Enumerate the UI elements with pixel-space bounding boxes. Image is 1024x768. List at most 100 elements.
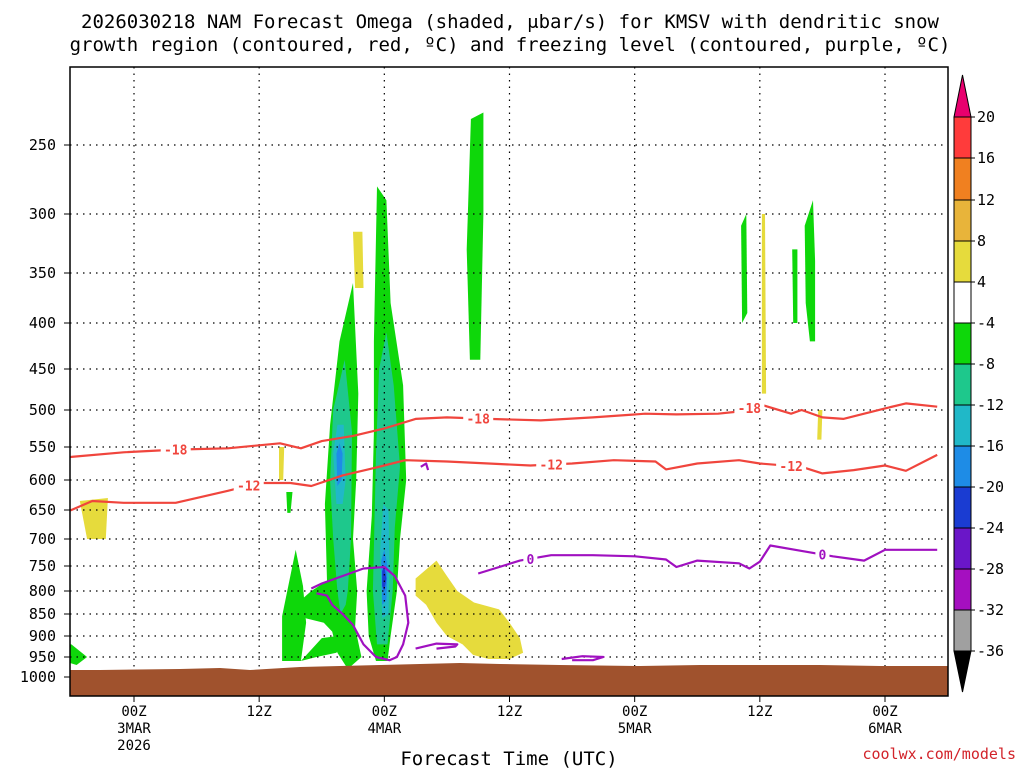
- colorbar-band: [953, 527, 972, 570]
- x-tick-label: 00Z: [121, 704, 146, 720]
- contour-label-bg: [463, 411, 494, 426]
- contour-label-bg: [523, 551, 538, 566]
- x-tick-label: 12Z: [497, 704, 522, 720]
- credit-text: coolwx.com/models: [862, 745, 1016, 763]
- colorbar: 20 16 12 8 4 -4 -8 -12 -16 -20 -24 -28 -32 -36: [953, 74, 1004, 693]
- colorbar-label: -36: [977, 642, 1004, 660]
- colorbar-band: [953, 281, 972, 324]
- x-axis-title: Forecast Time (UTC): [400, 748, 617, 768]
- colorbar-label: -28: [977, 560, 1004, 578]
- colorbar-label: -24: [977, 519, 1004, 537]
- colorbar-label: -16: [977, 437, 1004, 455]
- y-tick-label: 500: [29, 401, 56, 419]
- x-tick-label: 2026: [117, 738, 151, 754]
- colorbar-label: 8: [977, 232, 986, 250]
- colorbar-band: [953, 116, 972, 159]
- contour-line: [70, 402, 938, 459]
- contour-line: [477, 544, 938, 575]
- contour-line: [70, 453, 938, 512]
- omega-area: [466, 112, 484, 360]
- y-tick-label: 250: [29, 136, 56, 154]
- colorbar-label: 4: [977, 273, 986, 291]
- contour-label: -18: [164, 444, 188, 459]
- omega-area: [353, 231, 364, 288]
- contour-line: [561, 655, 605, 662]
- x-tick-label: 3MAR: [117, 721, 151, 737]
- omega-area: [792, 249, 798, 323]
- x-tick-label: 00Z: [622, 704, 647, 720]
- y-tick-label: 750: [29, 557, 56, 575]
- contour-label-bg: [233, 478, 264, 493]
- colorbar-label: -12: [977, 396, 1004, 414]
- colorbar-label: -32: [977, 601, 1004, 619]
- colorbar-under-triangle: [953, 650, 972, 693]
- contour-label: -12: [237, 480, 260, 495]
- y-tick-label: 1000: [20, 668, 56, 686]
- contour-line: [420, 462, 430, 471]
- contour-label: -18: [466, 413, 490, 428]
- x-tick-label: 00Z: [872, 704, 897, 720]
- contour-label: 0: [526, 553, 534, 568]
- x-tick-label: 6MAR: [868, 721, 902, 737]
- contour-line: [415, 642, 459, 650]
- y-tick-label: 300: [29, 205, 56, 223]
- colorbar-label: -8: [977, 355, 995, 373]
- contour-label-bg: [815, 547, 830, 562]
- contour-label: 0: [819, 548, 827, 563]
- colorbar-band: [953, 404, 972, 447]
- contour-label: -18: [738, 402, 762, 417]
- contour-label-bg: [536, 457, 567, 472]
- y-tick-label: 850: [29, 605, 56, 623]
- colorbar-band: [953, 199, 972, 242]
- y-tick-label: 650: [29, 501, 56, 519]
- y-tick-label: 600: [29, 471, 56, 489]
- omega-area: [70, 644, 88, 665]
- omega-area: [286, 492, 293, 513]
- y-tick-label: 400: [29, 314, 56, 332]
- chart-title-line-2: growth region (contoured, red, ºC) and f…: [70, 34, 951, 56]
- omega-area: [741, 214, 748, 323]
- x-tick-label: 4MAR: [367, 721, 401, 737]
- grid-lines: [70, 67, 948, 696]
- contour-label-bg: [734, 400, 765, 415]
- contour-label-bg: [776, 458, 807, 473]
- colorbar-band: [953, 363, 972, 406]
- omega-area: [382, 566, 387, 591]
- omega-area: [279, 447, 285, 480]
- y-tick-label: 800: [29, 582, 56, 600]
- colorbar-band: [953, 609, 972, 652]
- colorbar-label: 12: [977, 191, 995, 209]
- omega-area: [415, 560, 524, 659]
- x-tick-label: 12Z: [747, 704, 772, 720]
- contour-line: [310, 565, 410, 662]
- omega-area: [804, 200, 816, 342]
- y-tick-label: 550: [29, 438, 56, 456]
- omega-area: [79, 498, 108, 539]
- x-tick-label: 12Z: [247, 704, 272, 720]
- y-tick-label: 900: [29, 627, 56, 645]
- omega-area: [300, 636, 343, 661]
- colorbar-band: [953, 157, 972, 201]
- plot-area: -18 -18 -18 -12 -12 -12 0 0: [69, 66, 949, 697]
- colorbar-band: [953, 322, 972, 365]
- colorbar-label: -4: [977, 314, 995, 332]
- omega-shading: [70, 112, 823, 669]
- colorbar-label: 20: [977, 108, 995, 126]
- y-tick-label: 350: [29, 264, 56, 282]
- contour-label: -12: [539, 458, 562, 473]
- x-tick-label: 5MAR: [618, 721, 652, 737]
- colorbar-label: 16: [977, 149, 995, 167]
- contour-label-bg: [160, 442, 191, 457]
- colorbar-band: [953, 568, 972, 611]
- y-tick-label: 950: [29, 648, 56, 666]
- colorbar-band: [953, 445, 972, 488]
- contour-label: -12: [779, 460, 802, 475]
- y-tick-label: 450: [29, 360, 56, 378]
- chart-title-line-1: 2026030218 NAM Forecast Omega (shaded, μ…: [81, 11, 939, 33]
- terrain-ground: [70, 663, 948, 696]
- plot-background: [70, 67, 948, 696]
- colorbar-label: -20: [977, 478, 1004, 496]
- x-tick-label: 00Z: [372, 704, 397, 720]
